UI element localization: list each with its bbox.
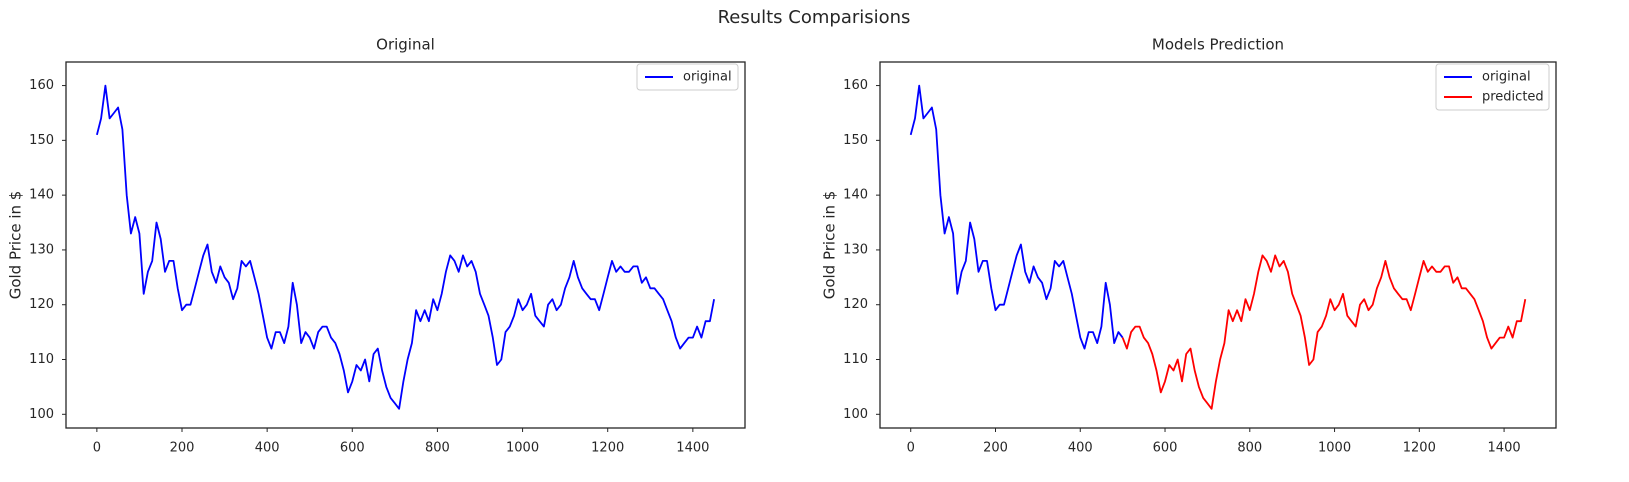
x-tick-label: 600 [340,441,365,456]
y-tick-label: 140 [29,188,54,203]
y-tick-label: 130 [29,242,54,257]
x-tick-label: 800 [425,441,450,456]
x-tick-label: 200 [983,441,1008,456]
y-tick-label: 120 [29,297,54,312]
x-tick-label: 1200 [591,441,624,456]
axes-title: Original [376,36,435,54]
data-line [96,84,715,410]
y-tick-label: 130 [843,242,868,257]
axes-frame [65,61,746,429]
x-tick-label: 400 [255,441,280,456]
x-tick-label: 1400 [1488,441,1521,456]
y-tick-label: 140 [843,188,868,203]
y-tick-label: 150 [843,133,868,148]
x-tick-label: 1000 [1318,441,1351,456]
y-tick-label: 160 [843,78,868,93]
x-tick-label: 0 [907,441,915,456]
x-tick-label: 1200 [1403,441,1436,456]
figure-title: Results Comparisions [718,7,911,28]
y-tick-label: 160 [29,78,54,93]
y-tick-label: 150 [29,133,54,148]
y-tick-label: 100 [29,407,54,422]
x-tick-label: 1000 [506,441,539,456]
x-tick-label: 800 [1237,441,1262,456]
legend-label: original [1482,70,1531,85]
x-tick-label: 200 [170,441,195,456]
y-tick-label: 120 [843,297,868,312]
legend-box [1435,63,1550,111]
y-tick-label: 110 [843,352,868,367]
x-tick-label: 400 [1068,441,1093,456]
axes-title: Models Prediction [1152,36,1284,54]
y-tick-label: 110 [29,352,54,367]
y-tick-label: 100 [843,407,868,422]
y-axis-label: Gold Price in $ [821,191,839,300]
axes-frame [879,61,1557,429]
legend-label: predicted [1482,90,1544,105]
data-line [1121,254,1527,410]
x-tick-label: 0 [93,441,101,456]
legend-box [636,63,739,91]
y-axis-label: Gold Price in $ [7,191,25,300]
data-line [909,84,1124,350]
x-tick-label: 600 [1153,441,1178,456]
x-tick-label: 1400 [676,441,709,456]
legend-label: original [683,70,732,85]
